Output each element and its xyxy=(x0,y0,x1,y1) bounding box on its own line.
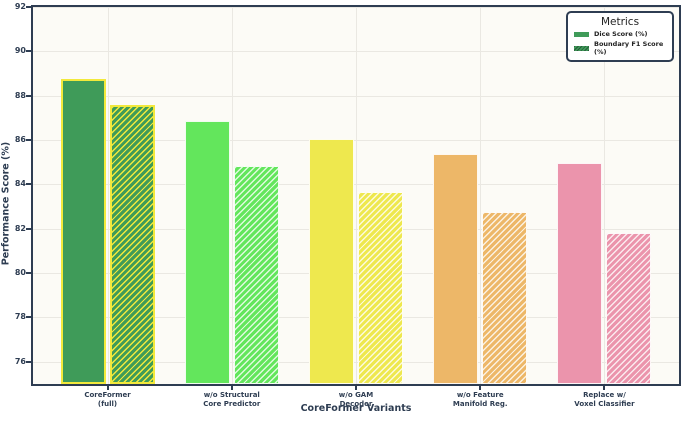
x-axis-title: CoreFormer Variants xyxy=(300,403,412,414)
legend-title: Metrics xyxy=(600,16,640,28)
x-tick-label: w/o Structural Core Predictor xyxy=(203,391,261,408)
y-tick-mark xyxy=(26,360,32,363)
x-tick-label: Replace w/ Voxel Classifier xyxy=(574,391,635,408)
x-gridline xyxy=(356,7,357,384)
x-gridline xyxy=(107,7,109,384)
y-tick-mark xyxy=(26,94,32,97)
y-tick-label: 86 xyxy=(14,135,26,145)
y-tick-mark xyxy=(26,272,32,275)
bar-dice-5 xyxy=(557,163,603,384)
bar-boundary-f1-1 xyxy=(109,104,155,384)
y-tick-mark xyxy=(26,6,32,8)
bar-boundary-f1-2 xyxy=(233,165,279,384)
legend-entry-dice-score: Dice Score (%) xyxy=(574,30,666,38)
bar-boundary-f1-3 xyxy=(358,192,403,384)
x-tick-label: CoreFormer (full) xyxy=(84,391,131,408)
x-tick-mark xyxy=(106,386,109,390)
x-tick-mark xyxy=(230,386,233,390)
legend-entry-boundary-f1: Boundary F1 Score (%) xyxy=(574,40,666,56)
y-tick-label: 88 xyxy=(14,90,26,100)
y-tick-label: 82 xyxy=(14,223,26,233)
y-tick-label: 80 xyxy=(14,268,26,278)
x-tick-label: w/o Feature Manifold Reg. xyxy=(452,391,508,408)
y-tick-label: 90 xyxy=(14,46,26,56)
bar-dice-3 xyxy=(309,138,354,384)
y-tick-mark xyxy=(26,50,32,53)
y-tick-label: 76 xyxy=(14,356,26,366)
dice-score-swatch-icon xyxy=(574,31,589,37)
legend-entry-label: Boundary F1 Score (%) xyxy=(594,40,664,56)
y-tick-label: 84 xyxy=(14,179,26,189)
x-tick-mark xyxy=(479,386,482,390)
bar-dice-1 xyxy=(60,79,106,384)
x-tick-label: w/o GAM Decoder xyxy=(338,391,374,408)
legend: Metrics Dice Score (%) Boundary F1 Score… xyxy=(566,11,674,62)
y-tick-mark xyxy=(26,227,32,230)
bar-boundary-f1-4 xyxy=(482,212,528,384)
legend-entry-label: Dice Score (%) xyxy=(594,30,648,38)
y-tick-label: 92 xyxy=(14,2,26,11)
bar-dice-2 xyxy=(184,121,230,384)
x-gridline xyxy=(480,7,482,384)
bar-boundary-f1-5 xyxy=(606,233,652,384)
x-tick-mark xyxy=(603,386,606,390)
plot-area: Metrics Dice Score (%) Boundary F1 Score… xyxy=(31,5,681,386)
bar-dice-4 xyxy=(433,154,479,384)
y-tick-mark xyxy=(26,183,32,186)
x-tick-mark xyxy=(355,386,357,390)
y-tick-mark xyxy=(26,139,32,142)
boundary-f1-swatch-icon xyxy=(574,45,589,51)
x-gridline xyxy=(604,7,606,384)
y-tick-label: 78 xyxy=(14,312,26,322)
y-axis-title: Performance Score (%) xyxy=(0,141,12,266)
x-gridline xyxy=(231,7,233,384)
y-tick-mark xyxy=(26,316,32,319)
